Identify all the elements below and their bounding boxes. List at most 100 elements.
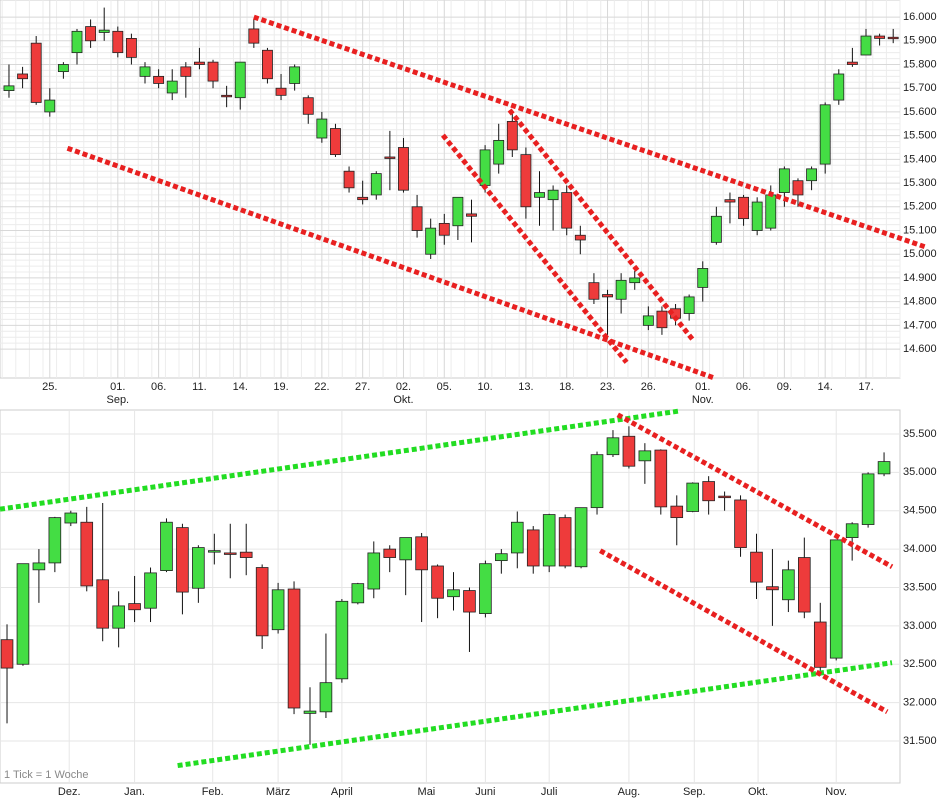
y-tick-label: 31.500 xyxy=(903,735,937,747)
candle-body xyxy=(615,279,627,300)
candle-body xyxy=(622,435,636,467)
candle-body xyxy=(192,547,205,589)
candle-body xyxy=(207,61,219,82)
candle-body xyxy=(64,512,78,524)
y-tick-label: 15.200 xyxy=(903,201,937,213)
candle-body xyxy=(85,26,97,42)
x-tick-label: 09. xyxy=(777,381,792,393)
candle-body xyxy=(751,201,763,231)
x-tick-label: 11. xyxy=(192,381,206,393)
y-tick-label: 15.400 xyxy=(903,153,937,165)
y-tick-label: 15.900 xyxy=(903,35,937,47)
candle-body xyxy=(861,473,875,525)
candle-body xyxy=(877,461,891,475)
candle-body xyxy=(160,521,173,571)
candle-body xyxy=(431,565,444,599)
candle-body xyxy=(125,38,137,58)
candle-body xyxy=(57,64,69,73)
trend-line xyxy=(440,133,629,364)
x-tick-label: Jan. xyxy=(124,786,145,798)
candle-body xyxy=(734,499,747,548)
x-tick-label: 17. xyxy=(858,381,873,393)
candle-body xyxy=(724,199,736,203)
candle-body xyxy=(112,30,124,54)
y-tick-label: 14.800 xyxy=(903,296,937,308)
candle-body xyxy=(750,551,763,583)
x-tick-label: 06. xyxy=(151,381,166,393)
x-tick-sublabel: Okt. xyxy=(393,394,413,406)
candle-body xyxy=(17,73,29,80)
x-tick-label: 06. xyxy=(736,381,751,393)
x-tick-label: 25. xyxy=(42,381,57,393)
candle-body xyxy=(813,621,827,668)
candle-body xyxy=(367,552,381,590)
candle-body xyxy=(829,539,843,659)
candle-body xyxy=(176,527,189,593)
x-tick-label: 01. xyxy=(110,381,125,393)
candle-body xyxy=(833,73,845,101)
y-tick-label: 14.900 xyxy=(903,272,937,284)
candle-body xyxy=(287,588,301,709)
candle-body xyxy=(139,66,151,77)
candle-body xyxy=(343,170,355,189)
y-tick-label: 16.000 xyxy=(903,11,937,23)
candle-body xyxy=(452,196,464,227)
candle-body xyxy=(330,128,341,156)
y-tick-label: 33.000 xyxy=(903,620,937,632)
candle-body xyxy=(319,682,333,713)
y-tick-label: 15.700 xyxy=(903,82,937,94)
x-tick-label: 26. xyxy=(641,381,656,393)
candle-body xyxy=(255,567,269,637)
y-tick-label: 34.000 xyxy=(903,543,937,555)
candle-body xyxy=(32,562,46,571)
trend-line xyxy=(177,660,893,769)
candle-body xyxy=(80,521,94,587)
candle-body xyxy=(411,206,423,231)
candle-body xyxy=(806,168,818,182)
candle-body xyxy=(778,168,790,193)
x-tick-label: 01. xyxy=(695,381,710,393)
x-tick-sublabel: Nov. xyxy=(692,394,714,406)
annotation: 1 Tick = 1 Woche xyxy=(4,769,88,781)
candle-body xyxy=(399,537,412,561)
x-tick-label: 14. xyxy=(233,381,248,393)
trend-line xyxy=(616,412,894,569)
x-tick-label: April xyxy=(331,786,353,798)
y-tick-label: 35.000 xyxy=(903,466,937,478)
candle-body xyxy=(262,49,273,80)
candle-body xyxy=(357,196,369,201)
candle-body xyxy=(153,75,165,84)
y-tick-label: 15.600 xyxy=(903,106,937,118)
candle-body xyxy=(887,36,899,40)
candle-body xyxy=(221,94,233,98)
x-tick-label: 02. xyxy=(396,381,411,393)
candle-body xyxy=(48,517,62,564)
candle-body xyxy=(506,121,518,151)
x-tick-sublabel: Sep. xyxy=(106,394,129,406)
candle-body xyxy=(144,572,157,609)
candle-body xyxy=(335,600,349,680)
candle-body xyxy=(128,603,141,611)
candle-body xyxy=(702,481,715,502)
trend-line xyxy=(253,14,927,250)
candle-body xyxy=(438,222,450,236)
candle-body xyxy=(463,590,476,613)
x-tick-label: Mai xyxy=(418,786,436,798)
x-tick-label: 23. xyxy=(600,381,615,393)
candle-body xyxy=(798,557,811,613)
y-tick-label: 15.100 xyxy=(903,224,937,236)
candle-body xyxy=(234,61,246,99)
candle-body xyxy=(351,583,365,604)
candle-body xyxy=(98,29,110,33)
trend-line xyxy=(0,408,681,512)
candle-body xyxy=(425,227,437,255)
candle-body xyxy=(534,192,545,198)
candle-body xyxy=(874,35,886,39)
candle-body xyxy=(656,310,668,329)
candle-body xyxy=(561,192,573,229)
y-tick-label: 32.500 xyxy=(903,658,937,670)
candle-body xyxy=(44,99,56,113)
candle-body xyxy=(846,61,858,65)
trend-line xyxy=(598,548,889,715)
